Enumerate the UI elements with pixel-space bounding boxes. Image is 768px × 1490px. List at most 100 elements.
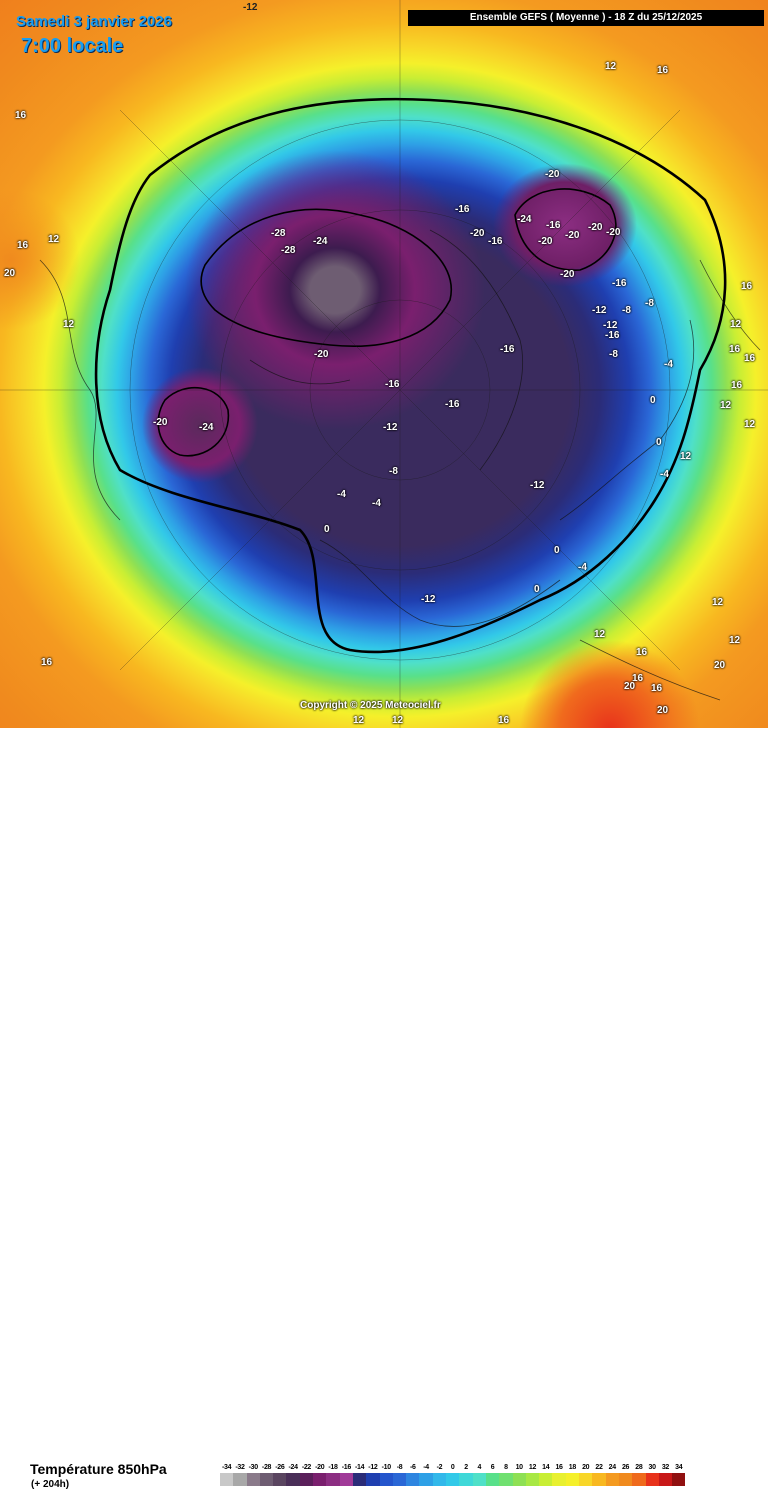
scale-swatch	[499, 1473, 513, 1486]
scale-step: 0	[446, 1463, 460, 1486]
contour-label: 16	[651, 683, 663, 694]
scale-tick-label: -10	[381, 1464, 392, 1471]
scale-tick-label: 16	[555, 1464, 563, 1471]
contour-label: 12	[48, 234, 60, 245]
run-info-banner: Ensemble GEFS ( Moyenne ) - 18 Z du 25/1…	[408, 10, 764, 26]
scale-swatch	[246, 1473, 260, 1486]
scale-tick-label: 4	[477, 1464, 482, 1471]
map-overlay	[0, 0, 768, 728]
scale-tick-label: -18	[328, 1464, 338, 1471]
contour-label: 12	[63, 319, 75, 330]
scale-step: -24	[286, 1463, 300, 1486]
scale-swatch	[552, 1473, 566, 1486]
scale-tick-label: 24	[608, 1464, 616, 1471]
scale-tick-label: 6	[490, 1464, 495, 1471]
scale-step: 24	[605, 1463, 619, 1486]
scale-swatch	[339, 1473, 353, 1486]
scale-swatch	[632, 1473, 646, 1486]
scale-tick-label: 20	[582, 1464, 590, 1471]
contour-label: 0	[534, 584, 540, 595]
color-scale: -34 -32 -30 -28 -26 -24 -22 -20 -18 -16 -14 -12 -10-…	[220, 1463, 686, 1486]
scale-step: -28	[259, 1463, 274, 1486]
contour-label: 12	[392, 715, 404, 726]
contour-label: -12	[530, 480, 545, 491]
forecast-date: Samedi 3 janvier 2026	[16, 13, 172, 30]
contour-label: -16	[612, 278, 627, 289]
scale-step: -30	[246, 1463, 260, 1486]
scale-tick-label: -28	[261, 1464, 272, 1471]
scale-step: -14	[352, 1463, 367, 1486]
scale-step: 18	[565, 1463, 580, 1486]
contour-label: 12	[744, 419, 756, 430]
scale-step: -22	[299, 1463, 314, 1486]
contour-label: -20	[470, 228, 485, 239]
scale-step: 34	[672, 1463, 686, 1486]
scale-tick-label: -24	[288, 1464, 299, 1471]
contour-label: -4	[660, 469, 669, 480]
scale-step: -34	[220, 1463, 234, 1486]
coastlines	[39, 229, 761, 701]
scale-step: 32	[658, 1463, 673, 1486]
contour-label: -16	[385, 379, 400, 390]
contour-label: 20	[4, 268, 16, 279]
scale-tick-label: -30	[248, 1464, 259, 1471]
scale-tick-label: -2	[436, 1464, 443, 1471]
scale-step: -8	[392, 1463, 407, 1486]
contour-label: -4	[372, 498, 381, 509]
scale-step: 12	[525, 1463, 540, 1486]
scale-step: -2	[432, 1463, 447, 1486]
contour-label: -16	[500, 344, 515, 355]
scale-step: 30	[645, 1463, 659, 1486]
contour-label: 20	[714, 660, 726, 671]
scale-step: -20	[313, 1463, 327, 1486]
contour-label: -28	[271, 228, 286, 239]
scale-tick-label: 2	[464, 1464, 468, 1471]
contour-label: -8	[645, 298, 654, 309]
scale-step: 22	[592, 1463, 606, 1486]
scale-step: -10	[379, 1463, 393, 1486]
contour-label: -20	[588, 222, 603, 233]
contour-label: -16	[488, 236, 503, 247]
scale-swatch	[645, 1473, 659, 1486]
scale-swatch	[618, 1473, 633, 1486]
scale-swatch	[406, 1473, 420, 1486]
temperature-map: -12 16 12 16 16 12 20 12 -28 -28 -24 -16…	[0, 0, 768, 728]
minus20-contour-alaska	[157, 386, 230, 457]
scale-swatch	[352, 1473, 367, 1486]
scale-swatch	[419, 1473, 433, 1486]
contour-label: -28	[281, 245, 296, 256]
legend-footer: Température 850hPa (+ 204h) -34 -32 -30 -28…	[0, 728, 768, 1490]
contour-label: -20	[314, 349, 329, 360]
contour-label: -4	[337, 489, 346, 500]
contour-label: -12	[603, 320, 618, 331]
scale-swatch	[459, 1473, 473, 1486]
scale-swatch	[472, 1473, 486, 1486]
contour-label: -20	[565, 230, 580, 241]
contour-label: 16	[498, 715, 510, 726]
minus20-contour-siberia	[514, 188, 617, 271]
contour-label: 16	[17, 240, 29, 251]
scale-swatch	[379, 1473, 393, 1486]
scale-tick-label: -34	[222, 1464, 232, 1471]
scale-step: 16	[552, 1463, 566, 1486]
scale-swatch	[233, 1473, 247, 1486]
contour-label: 0	[656, 437, 662, 448]
contour-label: 12	[680, 451, 692, 462]
scale-tick-label: -14	[355, 1464, 365, 1471]
scale-step: -18	[326, 1463, 340, 1486]
contour-label: -16	[546, 220, 561, 231]
contour-label: 12	[730, 319, 742, 330]
scale-swatch	[592, 1473, 606, 1486]
scale-swatch	[259, 1473, 274, 1486]
scale-swatch	[539, 1473, 553, 1486]
contour-label: 16	[657, 65, 669, 76]
contour-label: 12	[353, 715, 365, 726]
scale-swatch	[525, 1473, 540, 1486]
scale-tick-label: 34	[675, 1464, 683, 1471]
contour-label: -8	[389, 466, 398, 477]
contour-label: -12	[421, 594, 436, 605]
scale-step: 6	[485, 1463, 500, 1486]
contour-label: 20	[657, 705, 669, 716]
scale-step: 20	[579, 1463, 593, 1486]
